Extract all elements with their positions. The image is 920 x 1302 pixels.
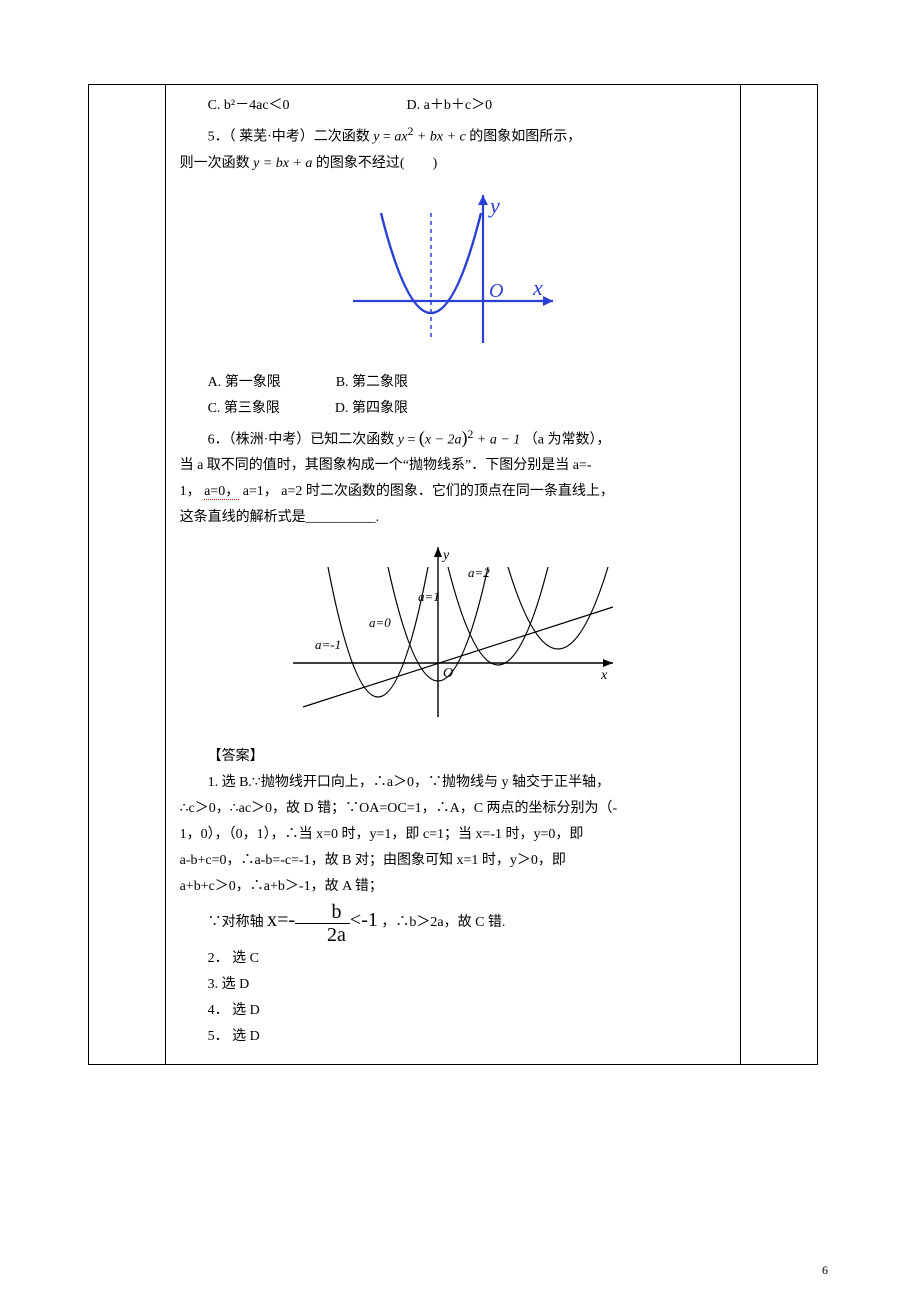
page-number: 6 xyxy=(822,1263,828,1278)
q5-optB: 第二象限 xyxy=(352,375,408,390)
a1-line1: 1. 选 B.∵抛物线开口向上，∴a＞0，∵抛物线与 y 轴交于正半轴， xyxy=(180,770,727,796)
a1-frac-num: b xyxy=(295,901,350,924)
opt-c-text: b²－4ac＜0 xyxy=(224,98,290,113)
q5-l2-prefix: 则一次函数 xyxy=(180,156,254,171)
q5-label-O: O xyxy=(489,280,503,302)
opt-c-label: C. xyxy=(208,98,221,113)
a1-line3: 1，0），（0，1），∴当 x=0 时，y=1，即 c=1；当 x=-1 时，y… xyxy=(180,822,727,848)
q5-lead-source: 莱芜·中考）二次函数 xyxy=(239,130,370,145)
right-margin-cell xyxy=(741,85,818,1065)
q5-lead-prefix: 5．（ xyxy=(208,130,236,145)
a1-frac: b2a xyxy=(295,901,350,946)
q5-optC: 第三象限 xyxy=(224,401,280,416)
q6-l3-rest: a=1， a=2 时二次函数的图象．它们的顶点在同一条直线上， xyxy=(243,484,614,499)
a1-frac-x: x=- xyxy=(267,909,295,931)
answers-heading: 【答案】 xyxy=(180,744,727,770)
q5-optC-label: C. xyxy=(208,401,221,416)
a4: 4． 选 D xyxy=(180,998,727,1024)
q5-optD: 第四象限 xyxy=(352,401,408,416)
q5-line2: 则一次函数 y = bx + a 的图象不经过( ) xyxy=(180,151,727,177)
q5-optA: 第一象限 xyxy=(225,375,281,390)
q6-line1: 6．（株洲·中考）已知二次函数 y = (x − 2a)2 + a − 1 （a… xyxy=(180,422,727,454)
q6-lead-prefix: 6．（株洲·中考）已知二次函数 xyxy=(208,432,398,447)
q5-graph: y x O xyxy=(180,183,727,358)
opt-d-label: D. xyxy=(407,98,421,113)
q5-lead-suffix: 的图象如图所示， xyxy=(469,130,581,145)
a1-frac-den: 2a xyxy=(295,924,350,946)
q6-f-x2a: x − 2a xyxy=(425,432,462,447)
a1-line2: ∴c＞0，∴ac＞0，故 D 错；∵OA=OC=1，∴A，C 两点的坐标分别为（… xyxy=(180,796,727,822)
a1-frac-suffix: ，∴b＞2a，故 C 错. xyxy=(381,915,505,930)
q6-label-a1: a=1 xyxy=(418,589,440,604)
q5-l2-suffix: 的图象不经过( ) xyxy=(316,156,437,171)
a1-frac-line: ∵对称轴 x=-b2a<-1 ，∴b＞2a，故 C 错. xyxy=(180,900,727,945)
q5-f1-eq: = xyxy=(379,130,394,145)
a3: 3. 选 D xyxy=(180,972,727,998)
q5-f1-bxc: + bx + c xyxy=(413,130,465,145)
q6-label-O: O xyxy=(443,666,453,681)
q6-line4: 这条直线的解析式是__________. xyxy=(180,505,727,531)
q5-opts-cd: C. 第三象限 D. 第四象限 xyxy=(180,396,727,422)
content-cell: C. b²－4ac＜0 D. a＋b＋c＞0 5．（ 莱芜·中考）二次函数 y … xyxy=(165,85,741,1065)
q6-label-a2: a=2 xyxy=(468,565,490,580)
q6-l3-mid: a=0， xyxy=(204,484,239,500)
q6-f-tail: + a − 1 xyxy=(473,432,520,447)
q5-line1: 5．（ 莱芜·中考）二次函数 y = ax2 + bx + c 的图象如图所示， xyxy=(180,119,727,151)
q6-label-y: y xyxy=(441,548,450,563)
q6-label-a-neg1: a=-1 xyxy=(315,637,341,652)
a1-line4: a-b+c=0，∴a-b=-c=-1，故 B 对；由图象可知 x=1 时，y＞0… xyxy=(180,848,727,874)
q6-label-x: x xyxy=(600,668,608,683)
q5-f1-ax: ax xyxy=(394,130,407,145)
q5-optA-label: A. xyxy=(208,375,222,390)
a1-line5: a+b+c＞0，∴a+b＞-1，故 A 错； xyxy=(180,874,727,900)
q6-l3-prefix: 1， xyxy=(180,484,201,499)
q5-label-y: y xyxy=(488,193,500,218)
q5-optD-label: D. xyxy=(335,401,349,416)
left-margin-cell xyxy=(89,85,166,1065)
q6-line2: 当 a 取不同的值时，其图象构成一个“抛物线系”．下图分别是当 a=- xyxy=(180,453,727,479)
page-frame: C. b²－4ac＜0 D. a＋b＋c＞0 5．（ 莱芜·中考）二次函数 y … xyxy=(88,84,818,1065)
a1-frac-lt: <-1 xyxy=(350,909,378,931)
options-cd-line: C. b²－4ac＜0 D. a＋b＋c＞0 xyxy=(180,93,727,119)
a2: 2． 选 C xyxy=(180,946,727,972)
q6-f-eq: = xyxy=(404,432,419,447)
q6-graph: y x O a=-1 a=0 a=1 a=2 xyxy=(180,537,727,732)
q5-optB-label: B. xyxy=(336,375,349,390)
q6-line3: 1， a=0， a=1， a=2 时二次函数的图象．它们的顶点在同一条直线上， xyxy=(180,479,727,505)
q5-f2: y = bx + a xyxy=(253,156,312,171)
q6-label-a0: a=0 xyxy=(369,615,391,630)
q5-opts-ab: A. 第一象限 B. 第二象限 xyxy=(180,370,727,396)
opt-d-text: a＋b＋c＞0 xyxy=(424,98,492,113)
a1-frac-prefix: ∵对称轴 xyxy=(208,915,268,930)
q6-lead-suffix: （a 为常数）， xyxy=(524,432,611,447)
a5: 5． 选 D xyxy=(180,1024,727,1050)
q5-label-x: x xyxy=(532,275,543,300)
